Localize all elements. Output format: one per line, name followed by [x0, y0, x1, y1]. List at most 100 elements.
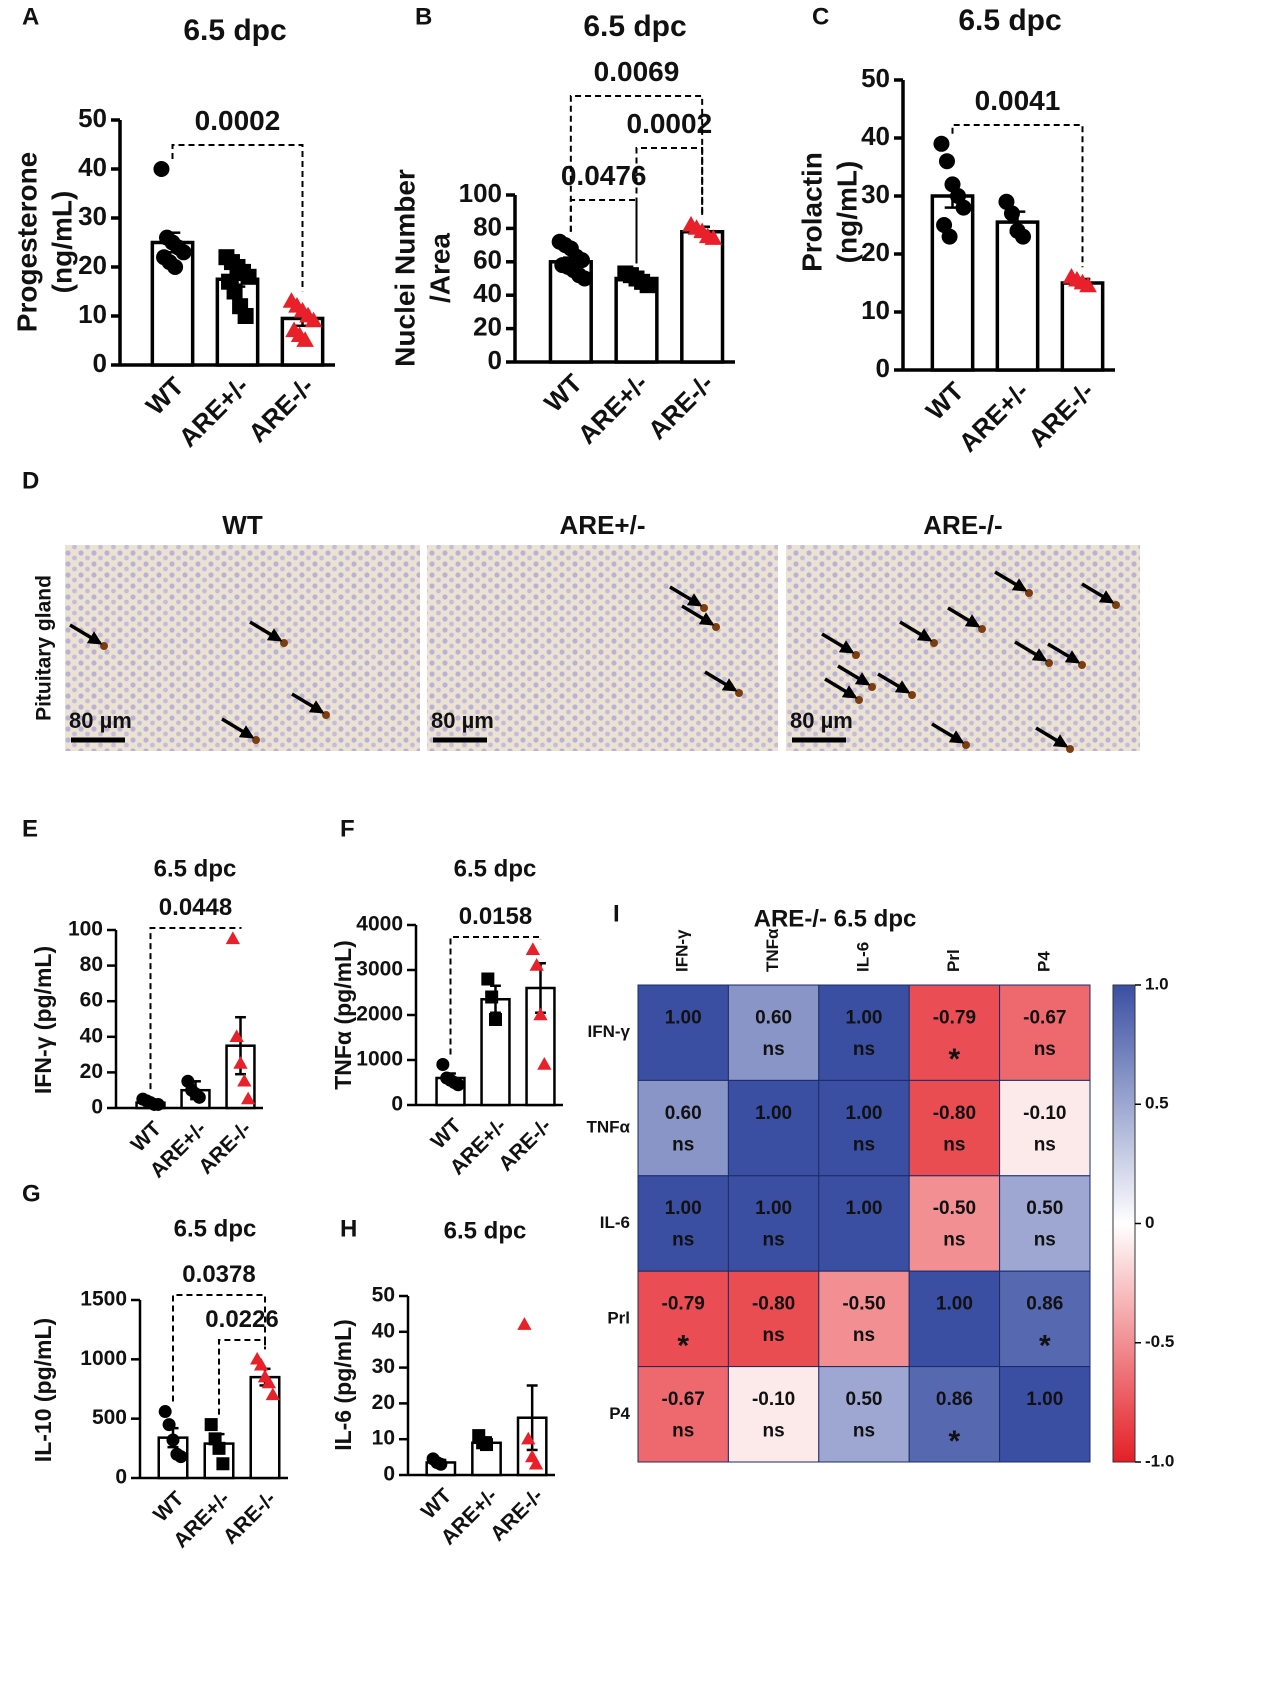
y-tick-label: 30 [78, 201, 107, 231]
arrow [1081, 582, 1115, 604]
x-tick-label: ARE-/- [242, 371, 319, 448]
heatmap-cell [908, 1270, 1001, 1368]
panel-letter: A [22, 3, 39, 30]
cell-value: -0.80 [933, 1103, 976, 1124]
significance: ns [853, 1420, 875, 1441]
panel-letter: H [340, 1215, 357, 1242]
y-tick-label: 2000 [356, 1003, 403, 1026]
data-point [1015, 228, 1032, 245]
data-point [174, 1450, 188, 1464]
heatmap-cell [908, 1175, 1001, 1272]
p-value: 0.0041 [975, 85, 1061, 116]
stained-cell [700, 604, 708, 612]
heatmap-cell [637, 1175, 729, 1272]
row-label: Pituitary gland [33, 575, 56, 721]
data-point [485, 990, 499, 1004]
data-point [261, 1375, 277, 1389]
heatmap-cell [727, 984, 820, 1081]
chart-title: 6.5 dpc [183, 14, 286, 47]
data-point [933, 135, 950, 152]
data-point [533, 1007, 548, 1021]
significance-bracket [569, 95, 704, 232]
heatmap-cell [999, 1366, 1091, 1463]
data-point [941, 228, 958, 245]
cell-value: -0.50 [842, 1294, 885, 1315]
y-tick-label: 40 [861, 121, 890, 151]
panel-letter: C [812, 3, 829, 30]
x-tick-label: ARE-/- [642, 368, 719, 445]
data-point [434, 1457, 448, 1471]
scale-label: 80 µm [69, 708, 132, 733]
y-tick-label: 1000 [80, 1347, 127, 1370]
y-tick-label: 40 [80, 1024, 103, 1047]
colorbar-tick-label: 1.0 [1145, 974, 1169, 993]
y-tick-label: 40 [372, 1319, 395, 1342]
heatmap-cell [908, 1079, 1001, 1177]
colorbar [1112, 984, 1136, 1463]
cell-value: -0.79 [662, 1294, 705, 1315]
arrow [837, 664, 871, 686]
stained-cell [1025, 589, 1033, 597]
data-point [241, 1091, 256, 1105]
stained-cell [712, 623, 720, 631]
y-tick-label: 0 [115, 1466, 127, 1489]
arrow [1035, 726, 1069, 748]
panel-letter: B [415, 3, 432, 30]
cell-value: -0.67 [1023, 1007, 1066, 1028]
arrow [899, 620, 933, 642]
significance: ns [763, 1420, 785, 1441]
cell-value: 1.00 [846, 1007, 883, 1028]
row-label: IFN-γ [588, 1022, 631, 1041]
stained-cell [868, 683, 876, 691]
data-point [204, 1418, 218, 1432]
data-point [175, 244, 192, 261]
cell-value: 1.00 [665, 1007, 702, 1028]
stained-cell [978, 625, 986, 633]
column-label: TNFα [763, 928, 782, 972]
image-title: ARE+/- [560, 510, 646, 540]
cell-value: -0.79 [933, 1007, 976, 1028]
data-point [489, 1013, 502, 1026]
heatmap-cell [999, 1079, 1091, 1177]
arrow [221, 717, 255, 739]
y-tick-label: 30 [861, 179, 890, 209]
heatmap-cell [727, 1270, 820, 1368]
panel-letter: D [22, 467, 39, 494]
row-label: P4 [609, 1404, 630, 1423]
y-tick-label: 30 [372, 1355, 395, 1378]
arrow [931, 722, 965, 744]
data-point [162, 1418, 176, 1432]
data-point [517, 1317, 532, 1330]
cell-value: 0.60 [665, 1103, 702, 1124]
cell-value: 1.00 [1026, 1389, 1063, 1410]
arrow [877, 672, 911, 694]
stained-cell [1045, 659, 1053, 667]
stained-cell [322, 711, 330, 719]
significance-bracket [218, 1339, 266, 1415]
panel-letter: F [340, 815, 355, 842]
data-point [481, 972, 495, 986]
significance: ns [943, 1134, 965, 1155]
stained-cell [855, 696, 863, 704]
data-point [226, 283, 243, 300]
cell-value: 1.00 [936, 1294, 973, 1315]
arrow [1047, 642, 1081, 664]
heatmap-cell [818, 1270, 910, 1368]
cell-value: 1.00 [665, 1198, 702, 1219]
x-tick-label: WT [920, 376, 970, 426]
y-tick-label: 60 [473, 245, 502, 275]
x-tick-label: WT [538, 368, 588, 418]
y-tick-label: 50 [78, 103, 107, 133]
significance: ns [853, 1325, 875, 1346]
stained-cell [930, 639, 938, 647]
stained-cell [1078, 661, 1086, 669]
significance-bracket [449, 936, 542, 1055]
stained-cell [100, 642, 108, 650]
significance-bracket [951, 124, 1084, 268]
panel-letter: E [22, 815, 38, 842]
micrographs [65, 545, 1140, 753]
cell-value: 0.50 [1026, 1198, 1063, 1219]
data-point [576, 270, 593, 287]
y-tick-label: 0 [383, 1463, 395, 1486]
micrograph [427, 545, 778, 751]
